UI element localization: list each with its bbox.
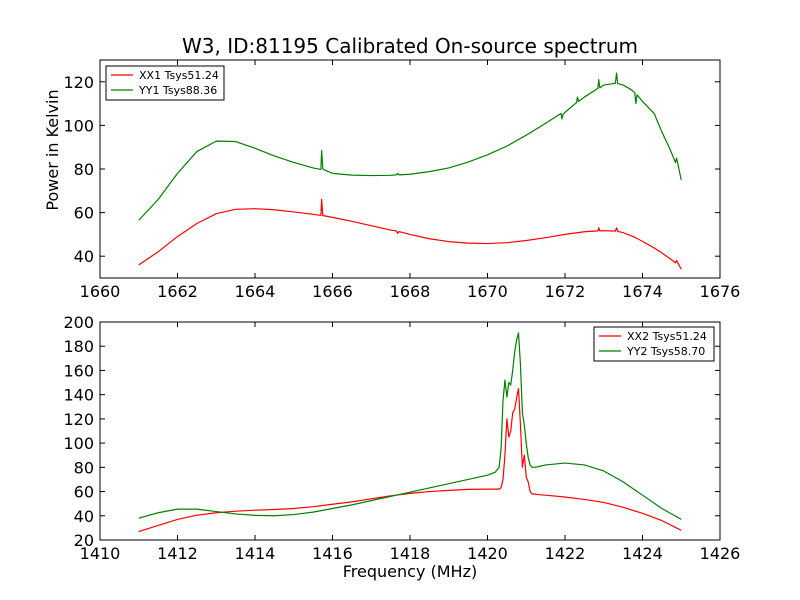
x-tick-label: 1414 [235, 544, 276, 563]
y-tick-label: 80 [74, 458, 94, 477]
y-tick-label: 60 [74, 204, 94, 223]
x-tick-label: 1672 [545, 282, 586, 301]
top-ticks: 1660 1662 1664 1666 1668 1670 1672 1674 1676 40 60… [63, 60, 740, 301]
bottom-ticks: 1410 1412 1414 1416 1418 1420 1422 1424 1426 20 40… [63, 313, 740, 563]
y-tick-label: 100 [63, 116, 94, 135]
x-tick-label: 1666 [312, 282, 353, 301]
x-tick-label: 1410 [80, 544, 121, 563]
plot-frame [99, 321, 721, 541]
x-tick-label: 1670 [467, 282, 508, 301]
x-tick-label: 1674 [622, 282, 663, 301]
x-axis-label: Frequency (MHz) [343, 562, 477, 581]
legend: XX2 Tsys51.24 YY2 Tsys58.70 [593, 326, 715, 362]
legend-label-yy1: YY1 Tsys88.36 [138, 84, 217, 97]
bottom-series [138, 332, 682, 533]
y-tick-label: 120 [63, 410, 94, 429]
y-tick-label: 20 [74, 531, 94, 550]
x-tick-label: 1416 [312, 544, 353, 563]
series-line-xx2 [138, 388, 682, 533]
legend-label-yy2: YY2 Tsys58.70 [626, 345, 705, 358]
x-tick-label: 1662 [157, 282, 198, 301]
y-axis-label: Power in Kelvin [43, 89, 62, 210]
series-line-yy2 [138, 332, 682, 520]
y-tick-label: 140 [63, 386, 94, 405]
chart-title: W3, ID:81195 Calibrated On-source spectr… [182, 34, 638, 58]
x-tick-label: 1676 [700, 282, 741, 301]
legend-box [105, 65, 225, 101]
y-tick-label: 60 [74, 483, 94, 502]
x-tick-label: 1418 [390, 544, 431, 563]
y-tick-label: 180 [63, 337, 94, 356]
x-tick-label: 1664 [235, 282, 276, 301]
legend-box [593, 326, 715, 362]
x-tick-label: 1422 [545, 544, 586, 563]
x-tick-label: 1660 [80, 282, 121, 301]
y-tick-label: 40 [74, 507, 94, 526]
series-line-xx1 [138, 198, 682, 270]
x-tick-label: 1426 [700, 544, 741, 563]
top-series [138, 72, 682, 270]
x-tick-label: 1420 [467, 544, 508, 563]
legend: XX1 Tsys51.24 YY1 Tsys88.36 [105, 65, 225, 101]
legend-label-xx1: XX1 Tsys51.24 [139, 69, 219, 82]
y-tick-label: 160 [63, 361, 94, 380]
x-tick-label: 1668 [390, 282, 431, 301]
top-chart: W3, ID:81195 Calibrated On-source spectr… [43, 34, 740, 301]
y-tick-label: 80 [74, 160, 94, 179]
y-tick-label: 100 [63, 434, 94, 453]
bottom-chart: Frequency (MHz) 1410 1412 1414 1416 1418 1420… [63, 313, 740, 581]
plot-frame [99, 59, 721, 279]
y-tick-label: 120 [63, 73, 94, 92]
series-line-yy1 [138, 72, 682, 221]
x-tick-label: 1424 [622, 544, 663, 563]
legend-label-xx2: XX2 Tsys51.24 [627, 330, 707, 343]
y-tick-label: 40 [74, 247, 94, 266]
y-tick-label: 200 [63, 313, 94, 332]
x-tick-label: 1412 [157, 544, 198, 563]
